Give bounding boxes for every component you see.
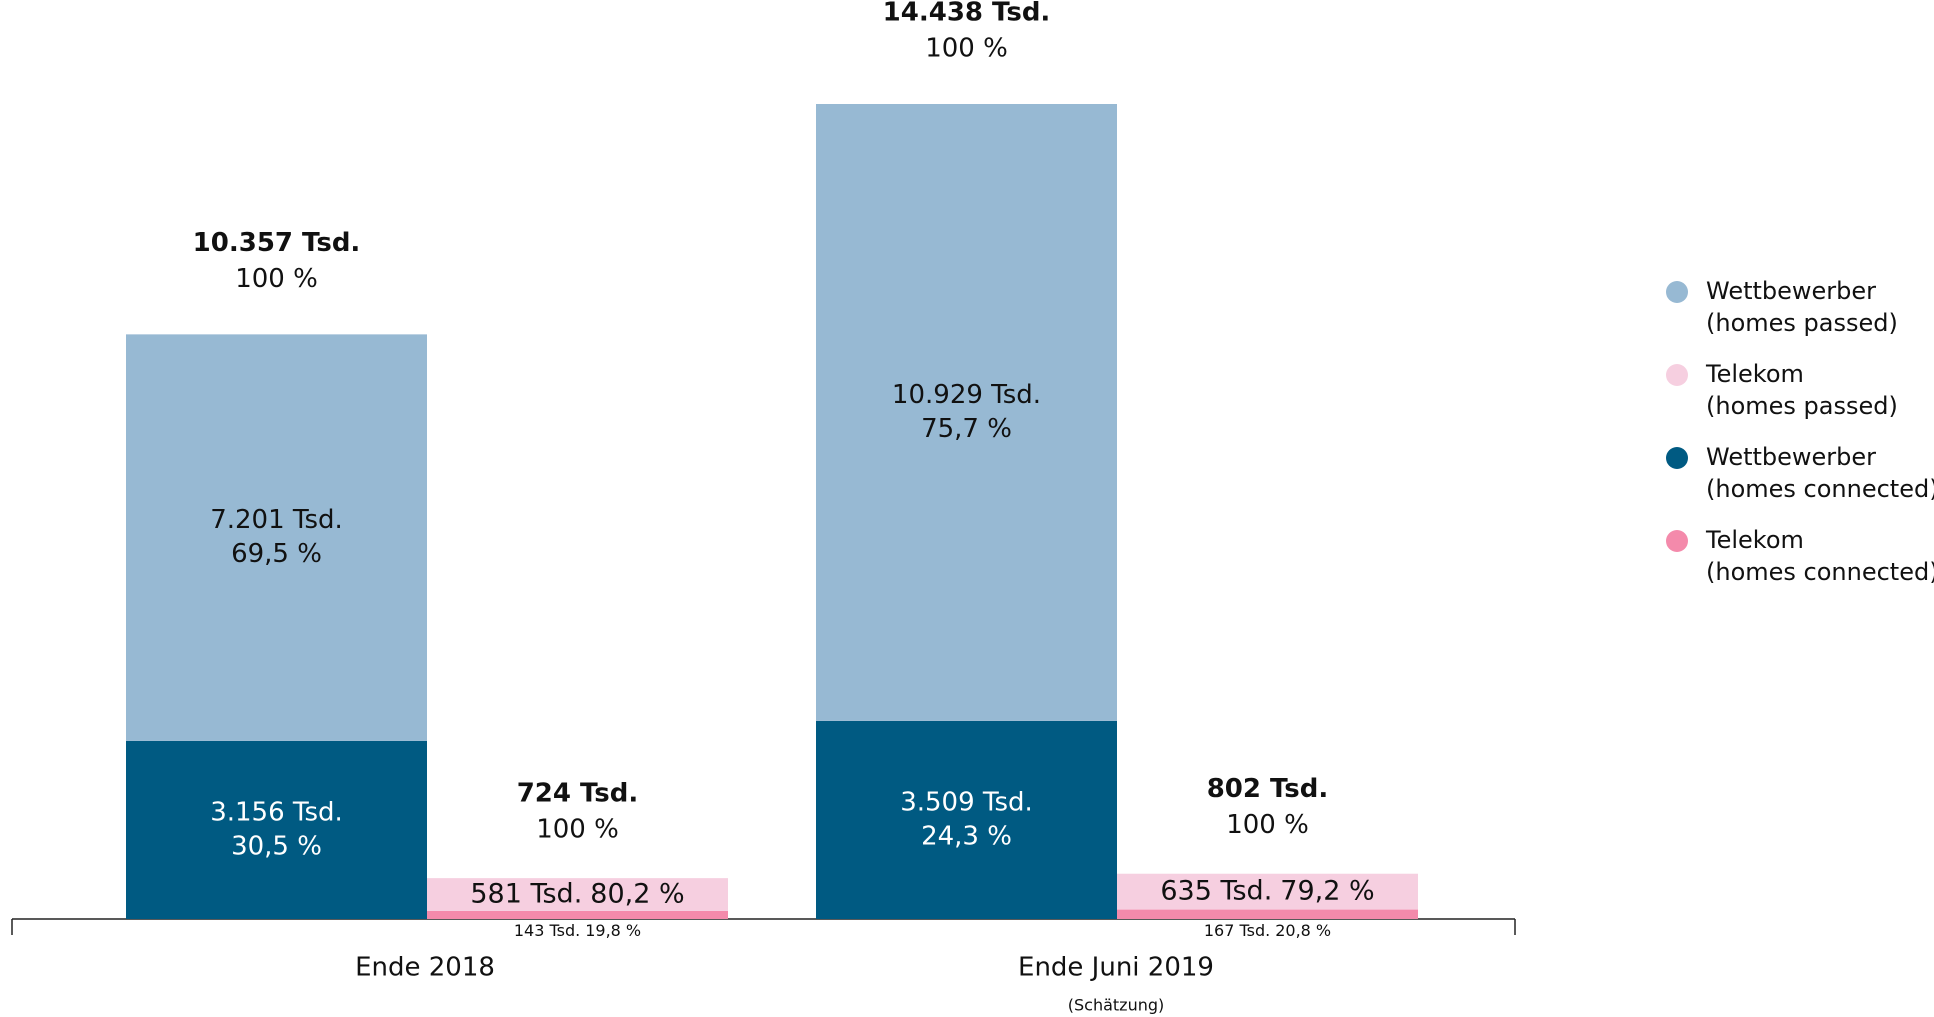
total-percent-label: 100 % — [536, 815, 619, 845]
bar-segment — [126, 741, 427, 919]
percent-label: 20,8 % — [1275, 921, 1331, 940]
percent-label: 79,2 % — [1280, 875, 1374, 906]
percent-label: 24,3 % — [921, 821, 1012, 851]
legend-label: Telekom — [1705, 526, 1804, 554]
value-label: 3.509 Tsd. — [900, 787, 1033, 817]
legend-detail: (homes connected) — [1706, 475, 1934, 503]
percent-label: 75,7 % — [921, 414, 1012, 444]
percent-label: 69,5 % — [231, 539, 322, 569]
total-percent-label: 100 % — [235, 264, 318, 294]
segment-label: 167 Tsd. 20,8 % — [1204, 921, 1331, 940]
category-note: (Schätzung) — [1068, 996, 1165, 1015]
bar-segment — [1117, 910, 1418, 919]
segment-label: 581 Tsd. 80,2 % — [470, 878, 684, 909]
legend-marker — [1666, 364, 1688, 386]
value-label: 581 Tsd. — [470, 878, 582, 909]
percent-label: 30,5 % — [231, 831, 322, 861]
total-label: 10.357 Tsd. — [193, 228, 361, 258]
legend-marker — [1666, 281, 1688, 303]
value-label: 167 Tsd. — [1204, 921, 1270, 940]
legend-label: Wettbewerber — [1706, 443, 1876, 471]
segment-label: 635 Tsd. 79,2 % — [1160, 875, 1374, 906]
bar-segment — [427, 911, 728, 919]
legend-marker — [1666, 447, 1688, 469]
legend-marker — [1666, 530, 1688, 552]
total-label: 802 Tsd. — [1207, 774, 1329, 804]
percent-label: 19,8 % — [585, 921, 641, 940]
segment-label: 143 Tsd. 19,8 % — [514, 921, 641, 940]
bar-segment — [816, 104, 1117, 721]
bar-segment — [816, 721, 1117, 919]
percent-label: 80,2 % — [590, 878, 684, 909]
chart: Ende 2018 3.156 Tsd. 30,5 % 7.201 Tsd. 69,5 … — [0, 0, 1934, 1017]
legend-detail: (homes passed) — [1706, 309, 1898, 337]
value-label: 10.929 Tsd. — [892, 380, 1041, 410]
total-label: 14.438 Tsd. — [883, 0, 1051, 28]
legend-label: Telekom — [1705, 360, 1804, 388]
bar-segment — [126, 334, 427, 740]
value-label: 3.156 Tsd. — [210, 797, 343, 827]
legend-label: Wettbewerber — [1706, 277, 1876, 305]
category-label: Ende Juni 2019 — [1018, 953, 1214, 983]
total-percent-label: 100 % — [1226, 810, 1309, 840]
value-label: 143 Tsd. — [514, 921, 580, 940]
value-label: 7.201 Tsd. — [210, 505, 343, 535]
total-percent-label: 100 % — [925, 34, 1008, 64]
category-label: Ende 2018 — [355, 953, 495, 983]
legend-detail: (homes passed) — [1706, 392, 1898, 420]
value-label: 635 Tsd. — [1160, 875, 1272, 906]
total-label: 724 Tsd. — [517, 779, 639, 809]
legend-detail: (homes connected) — [1706, 558, 1934, 586]
